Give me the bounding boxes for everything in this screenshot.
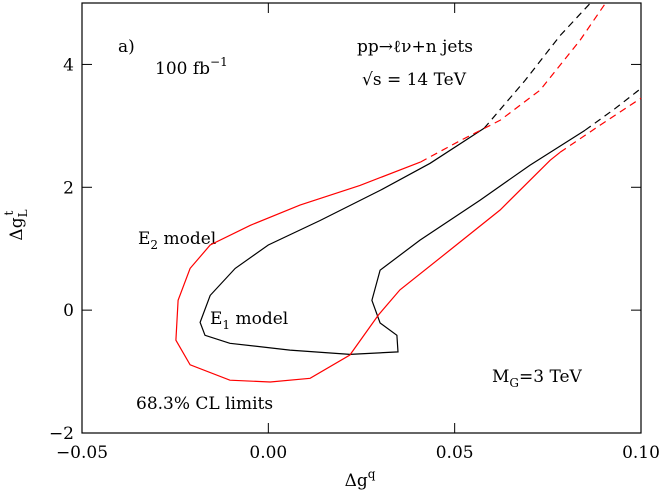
y-tick-label: −2 bbox=[49, 424, 74, 444]
y-tick-label: 2 bbox=[63, 178, 74, 198]
panel-label: a) bbox=[118, 37, 135, 57]
process: pp→ℓν+n jets bbox=[357, 37, 473, 57]
x-tick-label: 0.10 bbox=[622, 443, 660, 463]
y-axis-label: ΔgLt bbox=[2, 209, 30, 240]
energy: √s = 14 TeV bbox=[362, 70, 467, 90]
mass-label: MG=3 TeV bbox=[492, 367, 583, 390]
dashed-contour bbox=[483, 3, 642, 131]
y-tick-label: 4 bbox=[63, 55, 74, 75]
plot-frame bbox=[81, 2, 642, 434]
cl-label: 68.3% CL limits bbox=[136, 394, 273, 414]
contour bbox=[175, 151, 561, 383]
x-tick-label: −0.05 bbox=[56, 443, 108, 463]
x-tick-label: 0.05 bbox=[436, 443, 474, 463]
x-tick-label: 0.00 bbox=[249, 443, 287, 463]
contour bbox=[199, 127, 586, 356]
dashed-contour bbox=[420, 3, 642, 163]
x-axis-label: Δgq bbox=[345, 467, 376, 491]
e2-label: E2 model bbox=[138, 229, 216, 252]
e1-label: E1 model bbox=[210, 309, 288, 332]
y-tick-label: 0 bbox=[63, 301, 74, 321]
luminosity: 100 fb−1 bbox=[155, 55, 228, 79]
